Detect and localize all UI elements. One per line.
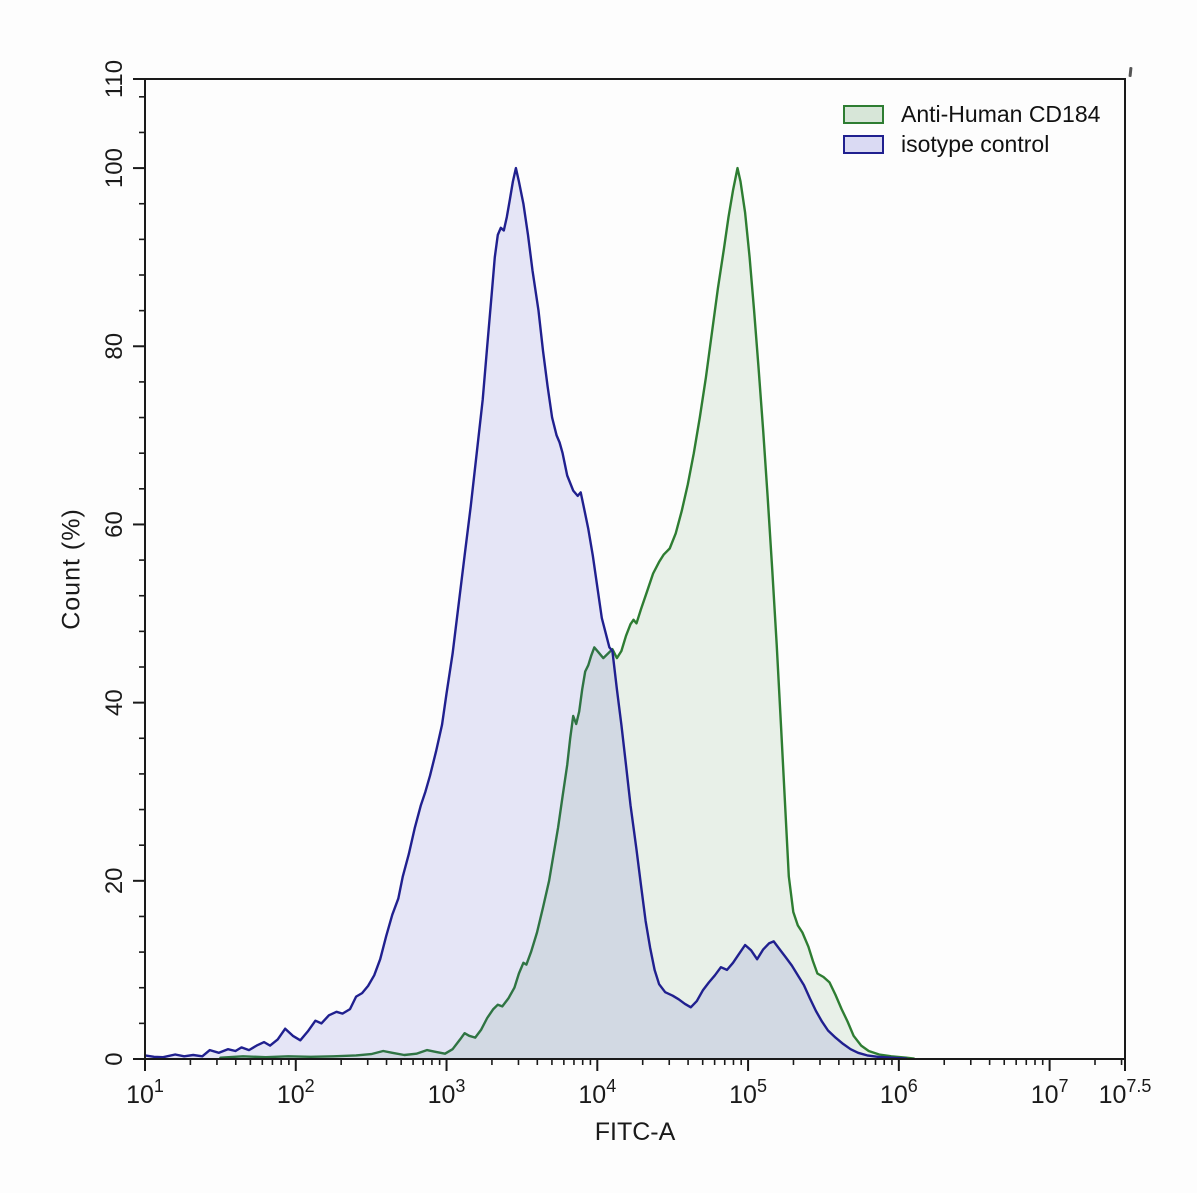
series-fill-isotype-control	[145, 168, 907, 1059]
legend: Anti-Human CD184 isotype control	[843, 103, 1100, 163]
series-line-anti-human-cd184	[219, 166, 916, 1059]
y-tick-label: 20	[101, 867, 128, 894]
y-tick-label: 0	[101, 1052, 128, 1065]
x-axis-title: FITC-A	[594, 1118, 676, 1146]
legend-swatch-blue	[843, 135, 884, 154]
y-axis-title: Count (%)	[57, 508, 86, 630]
legend-item-anti-human-cd184: Anti-Human CD184	[843, 103, 1100, 126]
y-tick-label: 100	[101, 148, 128, 188]
x-tick-label: 102	[277, 1076, 315, 1109]
x-axis: 101 102 103 104 105 106 107 107.5	[126, 1059, 1151, 1109]
plot-frame	[144, 78, 1126, 1060]
y-tick-label: 60	[101, 511, 128, 538]
x-tick-label: 103	[428, 1076, 466, 1109]
x-tick-label: 107	[1031, 1076, 1069, 1109]
legend-label: Anti-Human CD184	[901, 101, 1101, 127]
y-tick-label: 40	[101, 689, 128, 716]
y-tick-label: 80	[101, 333, 128, 360]
x-tick-label: 101	[126, 1076, 164, 1109]
x-tick-label: 105	[729, 1076, 767, 1109]
series-layer	[145, 166, 916, 1059]
x-tick-label: 107.5	[1099, 1076, 1152, 1109]
legend-label: isotype control	[901, 131, 1050, 157]
legend-item-isotype-control: isotype control	[843, 133, 1100, 156]
series-fill-anti-human-cd184	[220, 168, 914, 1059]
legend-swatch-green	[843, 105, 884, 124]
y-tick-label: 110	[101, 60, 128, 98]
series-line-isotype-control	[145, 166, 908, 1059]
x-tick-label: 104	[578, 1076, 616, 1109]
x-tick-label: 106	[880, 1076, 918, 1109]
y-axis: 0 20 40 60 80 100 110	[101, 60, 145, 1066]
